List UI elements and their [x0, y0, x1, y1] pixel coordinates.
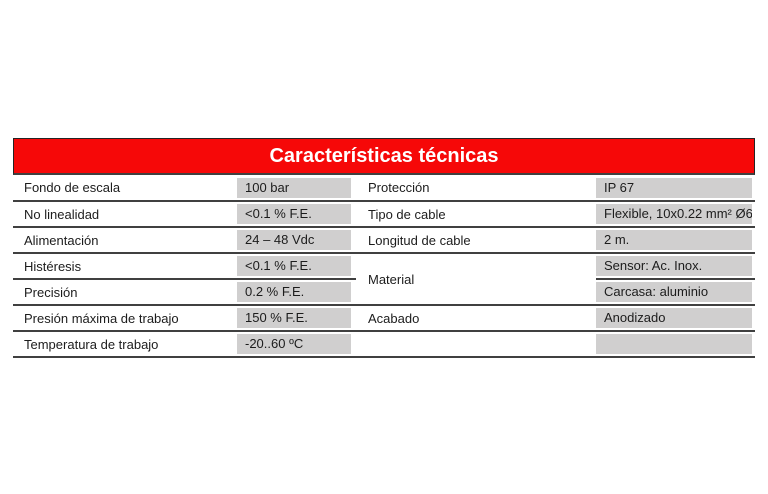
- spec-value-cell: -20..60 ºC: [237, 331, 356, 358]
- spec-value-cell: 0.2 % F.E.: [237, 279, 356, 306]
- spec-label-empty: [356, 331, 596, 358]
- table-row: No linealidad <0.1 % F.E. Tipo de cable …: [13, 201, 755, 228]
- table-row: Precisión 0.2 % F.E. Carcasa: aluminio: [13, 279, 755, 306]
- spec-value-temperatura: -20..60 ºC: [237, 334, 351, 354]
- spec-value-cell: 150 % F.E.: [237, 305, 356, 332]
- spec-value-empty: [596, 334, 752, 354]
- table-row: Fondo de escala 100 bar Protección IP 67: [13, 175, 755, 202]
- spec-label-precision: Precisión: [13, 279, 237, 306]
- spec-label-histeresis: Histéresis: [13, 253, 237, 280]
- spec-value-proteccion: IP 67: [596, 177, 752, 198]
- spec-value-cell: <0.1 % F.E.: [237, 253, 356, 280]
- table-row: Temperatura de trabajo -20..60 ºC: [13, 331, 755, 358]
- spec-value-tipo-de-cable: Flexible, 10x0.22 mm² Ø6: [596, 204, 752, 224]
- spec-value-longitud-de-cable: 2 m.: [596, 230, 752, 250]
- table-row: Presión máxima de trabajo 150 % F.E. Aca…: [13, 305, 755, 332]
- spec-value-cell: <0.1 % F.E.: [237, 201, 356, 228]
- spec-label-material: Material: [356, 253, 596, 306]
- spec-label-fondo-de-escala: Fondo de escala: [13, 175, 237, 202]
- table-row: Histéresis <0.1 % F.E. Material Sensor: …: [13, 253, 755, 306]
- spec-value-cell: Flexible, 10x0.22 mm² Ø6: [596, 201, 755, 228]
- spec-label-acabado: Acabado: [356, 305, 596, 332]
- table-title: Características técnicas: [269, 145, 499, 167]
- spec-value-no-linealidad: <0.1 % F.E.: [237, 204, 351, 224]
- spec-label-no-linealidad: No linealidad: [13, 201, 237, 228]
- spec-value-cell: Anodizado: [596, 305, 755, 332]
- spec-label-temperatura: Temperatura de trabajo: [13, 331, 237, 358]
- spec-value-alimentacion: 24 – 48 Vdc: [237, 230, 351, 250]
- spec-value-acabado: Anodizado: [596, 308, 752, 328]
- spec-value-cell: 2 m.: [596, 227, 755, 254]
- technical-characteristics-block: Características técnicas Fondo de escala…: [13, 138, 755, 358]
- spec-table: Fondo de escala 100 bar Protección IP 67…: [13, 175, 755, 358]
- table-row: Alimentación 24 – 48 Vdc Longitud de cab…: [13, 227, 755, 254]
- spec-value-material-sensor: Sensor: Ac. Inox.: [596, 256, 752, 276]
- spec-value-cell: Sensor: Ac. Inox.: [596, 253, 755, 280]
- spec-value-fondo-de-escala: 100 bar: [237, 177, 351, 198]
- spec-value-cell: [596, 331, 755, 358]
- spec-value-precision: 0.2 % F.E.: [237, 282, 351, 302]
- spec-value-histeresis: <0.1 % F.E.: [237, 256, 351, 276]
- spec-value-presion-maxima: 150 % F.E.: [237, 308, 351, 328]
- spec-value-material-carcasa: Carcasa: aluminio: [596, 282, 752, 302]
- spec-value-cell: IP 67: [596, 175, 755, 202]
- spec-value-cell: Carcasa: aluminio: [596, 279, 755, 306]
- spec-label-alimentacion: Alimentación: [13, 227, 237, 254]
- spec-label-proteccion: Protección: [356, 175, 596, 202]
- spec-value-cell: 24 – 48 Vdc: [237, 227, 356, 254]
- table-title-bar: Características técnicas: [13, 138, 755, 175]
- spec-label-longitud-de-cable: Longitud de cable: [356, 227, 596, 254]
- spec-label-presion-maxima: Presión máxima de trabajo: [13, 305, 237, 332]
- spec-label-tipo-de-cable: Tipo de cable: [356, 201, 596, 228]
- spec-value-cell: 100 bar: [237, 175, 356, 202]
